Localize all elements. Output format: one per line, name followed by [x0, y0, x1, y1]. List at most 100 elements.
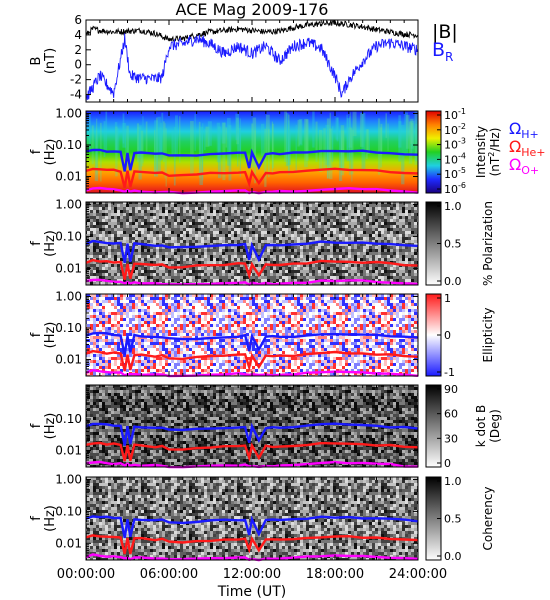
spectrogram-streak	[116, 128, 120, 151]
colorbar-tick-label: 0.5	[444, 238, 462, 251]
panel-k-dot-b: 0.10 0.01 f(Hz) 90 60 30 0 k dot B(Deg)	[29, 383, 502, 470]
gyrofrequency-line-Oplus	[85, 186, 419, 195]
colorbar-tick-base: 10	[444, 168, 458, 181]
spectrogram-streak	[398, 121, 402, 148]
y-tick-label: -4	[70, 88, 82, 102]
legend-omega-Hplus: ΩH+	[509, 119, 539, 141]
spectrogram-streak	[239, 118, 241, 177]
gyrofrequency-line-Hplus	[85, 239, 419, 264]
spectrogram-streak	[385, 113, 387, 138]
legend-omega-subscript: He+	[521, 146, 545, 159]
legend-omega-subscript: H+	[521, 128, 539, 141]
colorbar-tick-label: 0.5	[444, 513, 462, 526]
legend-b-total: |B|	[432, 21, 458, 43]
gyrofrequency-line-Oplus	[85, 460, 419, 469]
spectrogram-streak	[217, 126, 222, 179]
spectrogram-streak	[367, 129, 370, 154]
colorbar-tick-label: 10-4	[444, 151, 466, 166]
spectrogram-streak	[335, 117, 339, 140]
spectrogram-streak	[105, 111, 108, 153]
y-axis-label-line: f	[29, 423, 44, 428]
spectrogram-streak	[351, 129, 353, 182]
spectrogram-streak	[202, 123, 204, 181]
spectrogram-streak	[352, 111, 357, 137]
spectrogram-streak	[398, 115, 401, 162]
x-tick-label: 12:00:00	[223, 567, 281, 582]
spectrogram-streak	[287, 130, 291, 165]
spectrogram-streak	[349, 112, 351, 161]
spectrogram-streak	[174, 115, 178, 156]
y-tick-label: 0.10	[55, 504, 82, 518]
y-axis-label: B(nT)	[29, 48, 58, 74]
x-tick-label: 00:00:00	[57, 567, 115, 582]
spectrogram-streak	[114, 122, 118, 152]
colorbar-tick-base: 0.5	[444, 238, 462, 251]
spectrogram-streak	[205, 126, 210, 147]
spectrogram-streak	[127, 130, 129, 154]
spectrogram-streak	[225, 127, 228, 148]
gyrofrequency-line-Heplus	[85, 167, 419, 188]
y-axis-label-line: (Hz)	[43, 505, 58, 532]
spectrogram-streak	[221, 122, 226, 144]
y-tick-label: 1.00	[55, 106, 82, 120]
y-tick-label: 0.10	[55, 138, 82, 152]
series-line-b-r	[85, 33, 419, 103]
spectrogram-streak	[260, 123, 265, 156]
spectrogram-streak	[404, 112, 408, 157]
colorbar-label-line: k dot B	[474, 405, 488, 447]
colorbar-tick-label: 10-2	[444, 122, 466, 137]
figure-title: ACE Mag 2009-176	[176, 0, 329, 19]
legend-b-r-base: B	[432, 39, 445, 61]
spectrogram-streak	[140, 130, 144, 167]
spectrogram-streak	[122, 123, 126, 148]
spectrogram-streak	[288, 120, 290, 175]
colorbar	[425, 110, 442, 194]
spectrogram-streak	[387, 123, 389, 151]
spectrogram-streak	[264, 128, 267, 187]
y-axis-label-line: (nT)	[43, 48, 58, 74]
spectrogram-streak	[410, 120, 415, 153]
colorbar-tick-base: 10	[444, 183, 458, 196]
gyrofrequency-line-Hplus	[85, 422, 419, 446]
spectrogram-streak	[94, 130, 99, 182]
spectrogram-streak	[165, 128, 167, 187]
spectrogram-streak	[194, 113, 196, 151]
y-tick-label: 0.01	[55, 261, 82, 275]
y-axis-label: f(Hz)	[29, 322, 58, 349]
colorbar-label: Coherency	[481, 486, 495, 550]
colorbar-tick-base: 1.0	[444, 200, 462, 213]
colorbar-tick-label: 10-3	[444, 137, 466, 152]
spectrogram-streak	[305, 119, 309, 161]
colorbar-tick-label: 10-5	[444, 166, 466, 181]
legend-omega-subscript: O+	[521, 164, 539, 177]
colorbar-tick-exponent: -1	[458, 107, 466, 116]
y-axis-label-line: f	[29, 241, 44, 246]
legend-omega-symbol: Ω	[509, 119, 521, 138]
colorbar-tick-label: 90	[444, 383, 458, 396]
spectrogram-streak	[338, 130, 343, 182]
colorbar-tick-base: 1	[444, 292, 451, 305]
x-tick-label: 06:00:00	[140, 567, 198, 582]
spectrogram-streak	[252, 117, 257, 167]
spectrogram-streak	[179, 116, 181, 163]
x-axis-label: Time (UT)	[217, 584, 286, 600]
y-axis-label-line: (Hz)	[43, 230, 58, 257]
spectrogram-streak	[379, 127, 383, 168]
y-axis-label: f(Hz)	[29, 505, 58, 532]
spectrogram-streak	[137, 127, 142, 158]
spectrogram-streak	[315, 121, 318, 162]
x-tick-label: 18:00:00	[306, 567, 364, 582]
colorbar-tick-exponent: -4	[458, 151, 466, 160]
colorbar-tick-base: 0	[444, 329, 451, 342]
colorbar-label: Ellipticity	[481, 308, 495, 363]
colorbar-tick-label: 0	[444, 457, 451, 470]
spectrogram-streak	[284, 111, 288, 163]
gyrofrequency-line-Hplus	[85, 148, 419, 172]
spectrogram-streak	[346, 114, 348, 150]
spectrogram-streak	[145, 121, 148, 153]
spectrogram-streak	[377, 118, 381, 175]
colorbar-label-line: (Deg)	[488, 409, 502, 443]
y-tick-label: 1.00	[55, 289, 82, 303]
colorbar-label: % Polarization	[481, 201, 495, 286]
